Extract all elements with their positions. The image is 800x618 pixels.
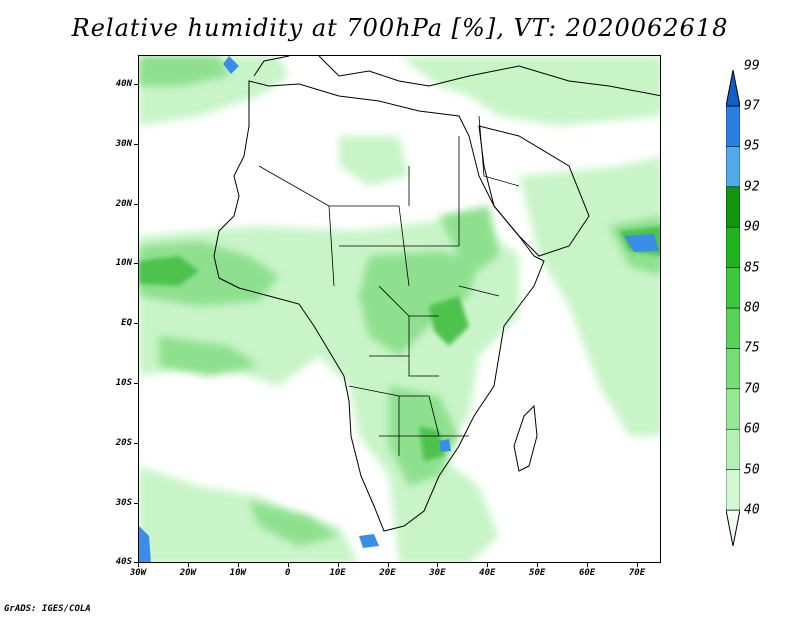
lon-tick xyxy=(537,563,539,567)
lat-tick-label: 20N xyxy=(115,198,132,209)
lat-tick-label: 10S xyxy=(115,378,132,388)
colorbar-label: 90 xyxy=(744,219,760,235)
lat-tick xyxy=(134,323,138,325)
lon-tick-label: 0 xyxy=(284,568,291,578)
lat-tick xyxy=(134,383,138,384)
colorbar-segment xyxy=(726,428,740,470)
lon-tick-label: 60E xyxy=(578,568,596,578)
humidity-map xyxy=(139,56,660,562)
credit-text: GrADS: IGES/COLA xyxy=(4,604,91,614)
lon-tick xyxy=(487,563,489,567)
lat-tick xyxy=(134,203,138,205)
lat-tick xyxy=(134,562,138,564)
colorbar-label: 85 xyxy=(744,260,760,276)
lat-tick-label: 40N xyxy=(115,79,132,89)
humidity-field-dark xyxy=(139,226,660,461)
colorbar-label: 60 xyxy=(744,421,760,437)
colorbar-segment xyxy=(726,105,740,147)
colorbar-segment xyxy=(726,307,740,349)
colorbar-label: 95 xyxy=(744,138,760,154)
lon-tick-label: 30W xyxy=(129,568,147,578)
lon-tick xyxy=(437,563,439,567)
lon-tick xyxy=(337,563,339,567)
lat-tick xyxy=(134,84,138,85)
lon-tick-label: 40E xyxy=(479,568,496,578)
lon-tick xyxy=(237,563,239,567)
lon-tick xyxy=(187,563,189,567)
arabia-outline xyxy=(478,125,590,257)
lat-tick-label: 30N xyxy=(115,138,132,149)
colorbar-label: 99 xyxy=(744,58,760,74)
colorbar-top-arrow xyxy=(726,70,740,107)
lon-tick-label: 10E xyxy=(329,568,346,578)
colorbar-segment xyxy=(726,146,740,188)
coastline xyxy=(213,80,545,532)
colorbar xyxy=(726,70,740,546)
colorbar-segment xyxy=(726,348,740,390)
colorbar-label: 50 xyxy=(744,462,760,478)
lon-tick xyxy=(138,563,139,567)
map-panel xyxy=(138,55,661,563)
lon-tick xyxy=(287,563,289,567)
lon-tick-label: 20E xyxy=(379,568,396,578)
colorbar-label: 80 xyxy=(744,300,760,316)
lat-tick-label: EQ xyxy=(121,318,132,329)
lon-tick-label: 30E xyxy=(429,568,446,578)
lon-tick-label: 70E xyxy=(628,568,646,578)
lat-tick-label: 40S xyxy=(115,557,132,568)
colorbar-label: 40 xyxy=(744,502,760,518)
lon-tick-label: 50E xyxy=(529,568,546,578)
lat-tick xyxy=(134,143,138,145)
lat-tick xyxy=(134,442,138,444)
lat-tick-label: 20S xyxy=(115,437,132,448)
colorbar-segment xyxy=(726,267,740,309)
colorbar-label: 75 xyxy=(744,340,760,356)
lon-tick xyxy=(387,563,389,567)
colorbar-label: 97 xyxy=(744,98,760,114)
colorbar-label: 92 xyxy=(744,179,760,195)
colorbar-segment xyxy=(726,469,740,511)
colorbar-segment xyxy=(726,226,740,268)
humidity-field-blue xyxy=(139,56,659,562)
madagascar-outline xyxy=(513,404,538,472)
lon-tick xyxy=(587,563,589,567)
chart-title: Relative humidity at 700hPa [%], VT: 202… xyxy=(71,14,729,42)
colorbar-label: 70 xyxy=(744,381,760,397)
lat-tick xyxy=(134,263,138,265)
lon-tick-label: 20W xyxy=(179,568,197,578)
lat-tick-label: 30S xyxy=(115,497,132,508)
lat-tick-label: 10N xyxy=(115,258,132,269)
lon-tick xyxy=(637,563,638,567)
colorbar-segment xyxy=(726,186,740,228)
country-borders xyxy=(258,115,520,456)
lon-tick-label: 10W xyxy=(229,568,246,578)
lat-tick xyxy=(134,502,138,504)
colorbar-segment xyxy=(726,388,740,430)
colorbar-bottom-arrow xyxy=(726,509,740,546)
europe-outline xyxy=(253,56,660,97)
